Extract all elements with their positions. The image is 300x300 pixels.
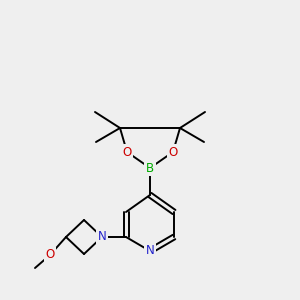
Text: O: O xyxy=(45,248,55,262)
Text: O: O xyxy=(122,146,132,158)
Text: N: N xyxy=(98,230,106,244)
Text: O: O xyxy=(168,146,178,158)
Text: N: N xyxy=(146,244,154,257)
Text: B: B xyxy=(146,161,154,175)
